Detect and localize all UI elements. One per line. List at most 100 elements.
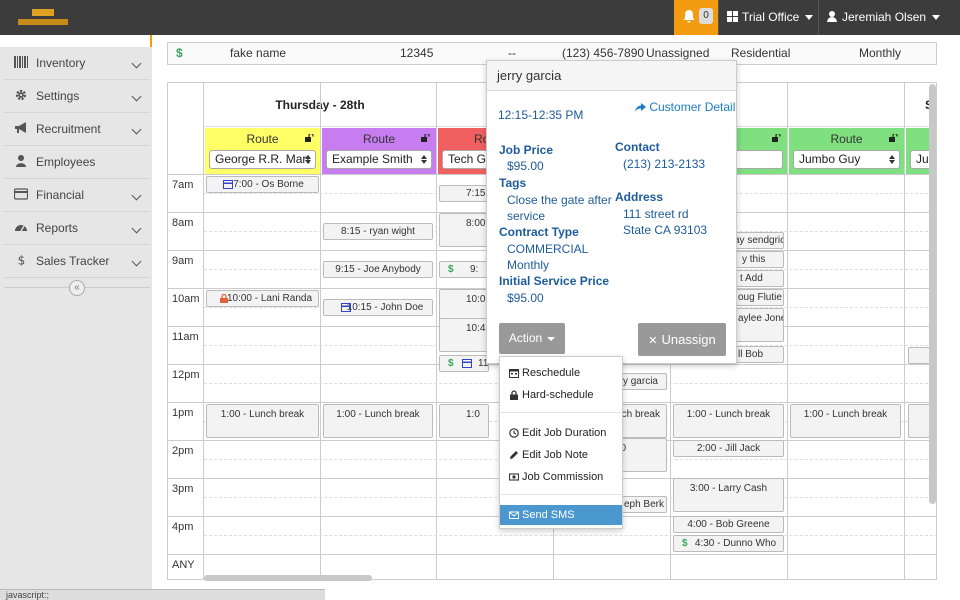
vertical-scrollbar[interactable] xyxy=(929,84,936,504)
job-event[interactable]: 3:00 - Larry Cash xyxy=(673,478,784,512)
tags-value: Close the gate after service xyxy=(507,193,612,223)
job-event[interactable]: 9:15 - Joe Anybody xyxy=(323,261,433,278)
browser-status-bar: javascript:; xyxy=(0,589,325,600)
user-menu[interactable]: Jeremiah Olsen xyxy=(818,0,960,35)
barcode-icon xyxy=(14,56,28,68)
job-event[interactable]: 4:00 - Bob Greene xyxy=(673,516,784,533)
chevron-down-icon xyxy=(131,223,142,234)
company-logo[interactable] xyxy=(18,9,68,27)
job-event[interactable]: 1:00 - Lunch break xyxy=(206,404,319,438)
job-event[interactable]: 8:15 - ryan wight xyxy=(323,223,433,240)
customer-detail-link[interactable]: Customer Detail xyxy=(635,100,735,114)
job-event[interactable]: 10:15 - John Doe xyxy=(323,299,433,316)
sidebar-item-inventory[interactable]: Inventory xyxy=(4,47,150,80)
close-icon: ✕ xyxy=(648,335,658,347)
clock-icon xyxy=(509,428,519,438)
route-technician-select[interactable]: Example Smith xyxy=(326,150,432,169)
initial-price: $95.00 xyxy=(507,291,544,305)
job-event[interactable]: 10:45 xyxy=(439,318,489,352)
sidebar: Inventory Settings Recruitment Employees… xyxy=(0,35,152,600)
customer-dash: -- xyxy=(508,46,516,60)
dollar-icon: $ xyxy=(682,538,688,549)
customer-name: fake name xyxy=(230,46,287,60)
contract-frequency: Monthly xyxy=(507,258,550,272)
route-technician-select[interactable]: Jumbo Guy xyxy=(793,150,900,169)
job-event[interactable]: 7:15 xyxy=(439,185,489,202)
office-selector[interactable]: Trial Office xyxy=(718,0,818,35)
route-label: Route xyxy=(362,132,396,146)
user-icon xyxy=(16,155,26,167)
megaphone-icon xyxy=(15,122,26,133)
chevron-down-icon xyxy=(131,190,142,201)
user-icon xyxy=(827,11,837,22)
unlock-icon xyxy=(889,134,898,142)
route-header: Route Jumbo Guy xyxy=(789,128,904,174)
job-event[interactable]: 1:0 xyxy=(439,404,489,438)
address-line2: State CA 93103 xyxy=(623,223,708,237)
sidebar-item-sales-tracker[interactable]: $ Sales Tracker xyxy=(4,245,150,278)
sidebar-item-employees[interactable]: Employees xyxy=(4,146,150,179)
job-event[interactable]: 8:00 xyxy=(439,213,489,247)
unlock-icon xyxy=(421,134,430,142)
job-event[interactable]: 7:00 - Os Borne xyxy=(206,176,319,193)
job-event[interactable]: 1:00 - Lunch break xyxy=(790,404,901,438)
day-header-next: S xyxy=(788,83,936,127)
contact-phone[interactable]: (213) 213-2133 xyxy=(623,157,706,171)
sidebar-collapse-button[interactable]: « xyxy=(69,280,85,296)
dollar-icon: $ xyxy=(448,358,454,369)
route-label: Ro xyxy=(474,132,490,146)
gear-icon xyxy=(15,89,27,101)
hour-label: 11am xyxy=(172,331,199,343)
sidebar-item-reports[interactable]: Reports xyxy=(4,212,150,245)
caret-down-icon xyxy=(805,15,814,21)
popover-title: jerry garcia xyxy=(487,61,736,91)
route-label: Route xyxy=(830,132,863,146)
select-arrows-icon xyxy=(421,155,427,164)
unassign-button[interactable]: ✕ Unassign xyxy=(638,323,726,356)
customer-phone: (123) 456-7890 xyxy=(562,46,645,60)
initial-price-label: Initial Service Price xyxy=(499,274,610,288)
notifications-button[interactable]: 0 xyxy=(674,0,718,35)
job-event[interactable]: 2:00 - Jill Jack xyxy=(673,440,784,457)
customer-type: Residential xyxy=(731,46,791,60)
customer-row[interactable]: $ fake name 12345 -- (123) 456-7890 Unas… xyxy=(167,42,937,65)
svg-text:$: $ xyxy=(18,254,26,266)
job-event[interactable]: 1:00 - Lunch break xyxy=(673,404,784,438)
hour-label: 3pm xyxy=(172,483,194,495)
menu-item-send-sms[interactable]: Send SMS xyxy=(500,505,622,525)
contract-type: COMMERCIAL xyxy=(507,242,589,256)
menu-item-hard-schedule[interactable]: Hard-schedule xyxy=(500,385,622,405)
menu-item-edit-job-duration[interactable]: Edit Job Duration xyxy=(500,423,622,443)
sidebar-item-recruitment[interactable]: Recruitment xyxy=(4,113,150,146)
hour-label: 10am xyxy=(172,293,200,305)
action-dropdown-button[interactable]: Action xyxy=(499,323,565,354)
credit-card-icon xyxy=(341,303,351,312)
sidebar-item-financial[interactable]: Financial xyxy=(4,179,150,212)
pencil-icon xyxy=(510,451,518,459)
credit-card-icon xyxy=(462,359,472,368)
menu-item-edit-job-note[interactable]: Edit Job Note xyxy=(500,445,622,465)
route-label: Route xyxy=(246,132,279,146)
menu-item-reschedule[interactable]: Reschedule xyxy=(500,363,622,383)
office-label: Trial Office xyxy=(742,10,800,24)
route-technician-select[interactable]: George R.R. Mart xyxy=(209,150,316,169)
envelope-icon xyxy=(509,511,519,519)
lock-icon xyxy=(510,390,518,400)
chevron-down-icon xyxy=(131,124,142,135)
bell-icon xyxy=(683,10,695,23)
job-event[interactable]: 1:00 - Lunch break xyxy=(323,404,433,438)
job-event[interactable]: $ 9: xyxy=(439,261,489,278)
horizontal-scrollbar[interactable] xyxy=(204,575,372,581)
job-event[interactable]: $ 11: xyxy=(439,355,489,372)
job-event[interactable]: $ 4:30 - Dunno Who xyxy=(673,535,784,552)
dollar-icon: $ xyxy=(18,254,26,266)
job-event[interactable]: 10:00 - Lani Randa xyxy=(206,290,319,307)
hour-label: ANY xyxy=(172,559,195,571)
menu-item-job-commission[interactable]: Job Commission xyxy=(500,467,622,487)
address-line1: 111 street rd xyxy=(623,207,689,221)
customer-zip: 12345 xyxy=(400,46,434,60)
unlock-icon xyxy=(772,134,781,142)
chevron-down-icon xyxy=(131,256,142,267)
sidebar-item-settings[interactable]: Settings xyxy=(4,80,150,113)
money-icon xyxy=(509,473,519,481)
